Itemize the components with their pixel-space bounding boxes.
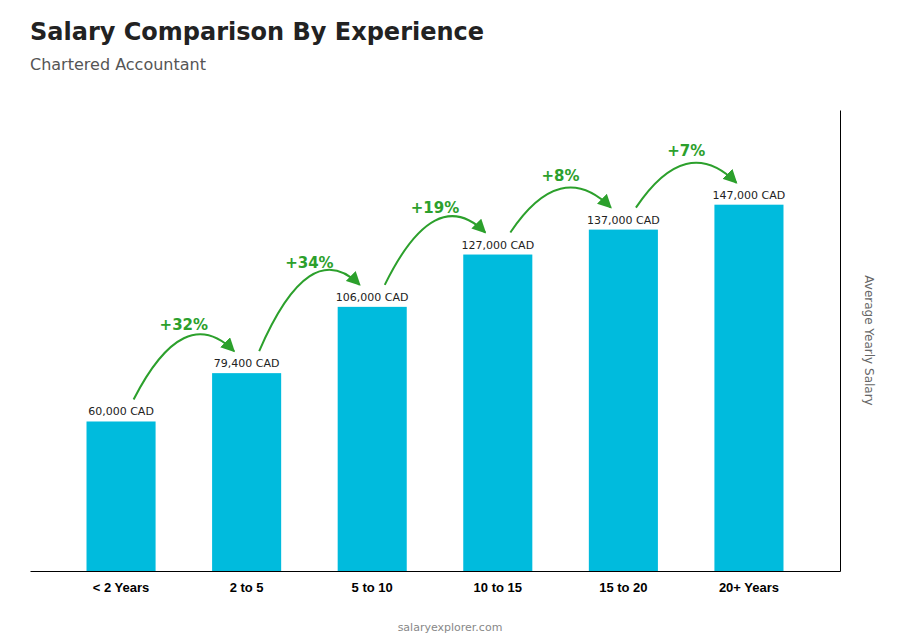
x-axis: < 2 Years 2 to 5 5 to 10 10 to 15 15 to 20 20…	[31, 572, 841, 596]
data-label: 147,000 CAD	[713, 189, 786, 202]
annotation: +8%	[542, 167, 580, 185]
change-arrow	[134, 334, 234, 399]
bar	[714, 205, 783, 571]
tick: 20+ Years	[719, 580, 779, 595]
annotation: +19%	[411, 199, 459, 217]
tick: < 2 Years	[93, 580, 150, 595]
change-arrow	[510, 188, 610, 233]
data-label: 79,400 CAD	[214, 357, 280, 370]
watermark: salaryexplorer.com	[398, 621, 503, 634]
data-labels: 60,000 CAD 79,400 CAD 106,000 CAD 127,000 C…	[88, 189, 785, 419]
y-axis-title: Average Yearly Salary	[862, 275, 876, 405]
tick: 5 to 10	[352, 580, 393, 595]
data-label: 106,000 CAD	[336, 291, 409, 304]
category-label: 10 to 15	[474, 580, 522, 595]
bar	[589, 230, 658, 571]
annotation: +7%	[667, 142, 705, 160]
chart: Salary Comparison By Experience Chartered…	[0, 0, 900, 641]
bar	[338, 307, 407, 571]
change-arrow	[385, 216, 485, 285]
bar	[87, 421, 156, 571]
y-axis	[840, 111, 841, 572]
tick: 15 to 20	[599, 580, 647, 595]
x-axis-line	[31, 571, 841, 572]
y-axis-line	[840, 111, 841, 572]
category-label: 2 to 5	[230, 580, 264, 595]
annotation: +32%	[160, 316, 208, 334]
bars	[87, 205, 784, 571]
category-label: 5 to 10	[352, 580, 393, 595]
bar	[463, 255, 532, 571]
data-label: 60,000 CAD	[88, 405, 154, 418]
data-label: 137,000 CAD	[587, 214, 660, 227]
annotation: +34%	[285, 254, 333, 272]
annotations: +32% +34% +19% +8% +7%	[134, 142, 737, 400]
bar	[212, 373, 281, 571]
category-label: 20+ Years	[719, 580, 779, 595]
change-arrow	[636, 163, 736, 208]
tick: 10 to 15	[474, 580, 522, 595]
data-label: 127,000 CAD	[461, 239, 534, 252]
subtitle: Chartered Accountant	[30, 55, 206, 74]
category-label: 15 to 20	[599, 580, 647, 595]
title: Salary Comparison By Experience	[30, 18, 484, 46]
change-arrow	[259, 270, 359, 351]
tick: 2 to 5	[230, 580, 264, 595]
category-label: < 2 Years	[93, 580, 150, 595]
